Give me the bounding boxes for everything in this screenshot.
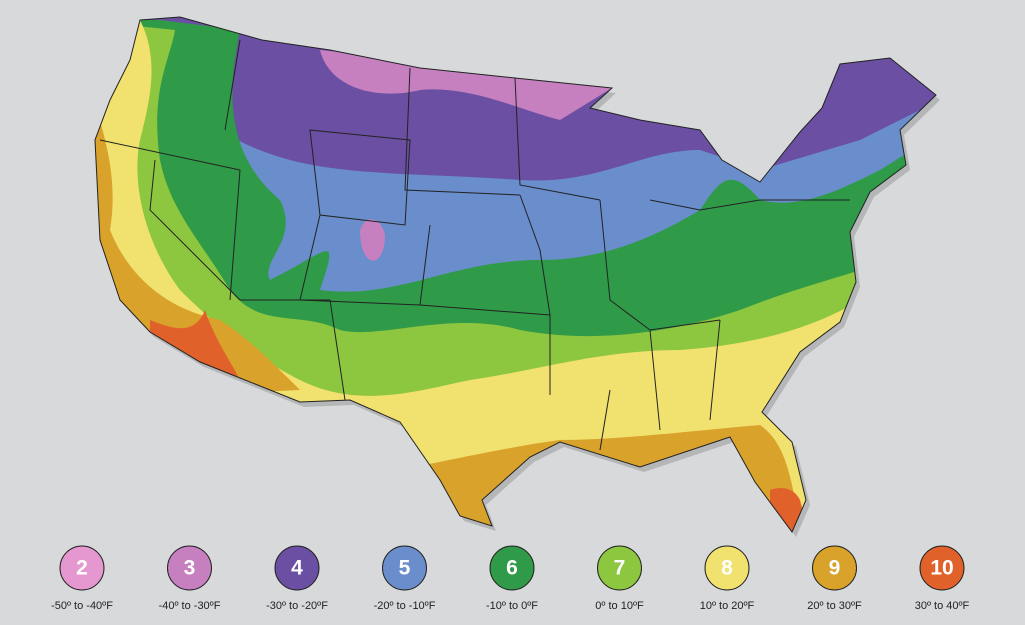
legend: 2 -50º to -40ºF 3 -40º to -30ºF 4 -30º to -20… (51, 545, 970, 612)
zone-number: 2 (76, 557, 88, 580)
legend-swatch (274, 545, 320, 591)
border (94, 16, 937, 533)
zone-number: 7 (614, 557, 626, 580)
zone-range: -10º to 0ºF (486, 600, 538, 612)
zones (95, 17, 936, 532)
border (99, 39, 850, 451)
zone-region (320, 50, 612, 120)
zone-range: -50º to -40ºF (51, 600, 113, 612)
zone-number: 10 (930, 557, 953, 580)
zone-range: 20º to 30ºF (807, 600, 862, 612)
zone-number: 8 (721, 557, 733, 580)
legend-swatch (919, 545, 965, 591)
zone-range: -40º to -30ºF (159, 600, 221, 612)
zone-range: 0º to 10ºF (595, 600, 644, 612)
legend-swatch (59, 545, 105, 591)
legend-swatch (597, 545, 642, 591)
legend-swatch (489, 545, 535, 591)
zone-number: 3 (184, 557, 196, 580)
zone-number: 5 (399, 557, 411, 580)
legend-swatch (167, 545, 212, 591)
zone-region (95, 60, 300, 400)
legend-swatch (382, 545, 427, 591)
legend-swatch (812, 545, 857, 591)
legend-swatch (704, 545, 750, 591)
zone-range: -30º to -20ºF (266, 600, 328, 612)
state-borders (94, 16, 937, 533)
zone-range: 10º to 20ºF (700, 600, 755, 612)
zone-number: 9 (829, 557, 841, 580)
zone-number: 6 (506, 557, 518, 580)
zone-range: -20º to -10ºF (374, 600, 436, 612)
zone-range: 30º to 40ºF (915, 600, 970, 612)
zone-region (360, 219, 385, 261)
zone-number: 4 (291, 557, 303, 580)
